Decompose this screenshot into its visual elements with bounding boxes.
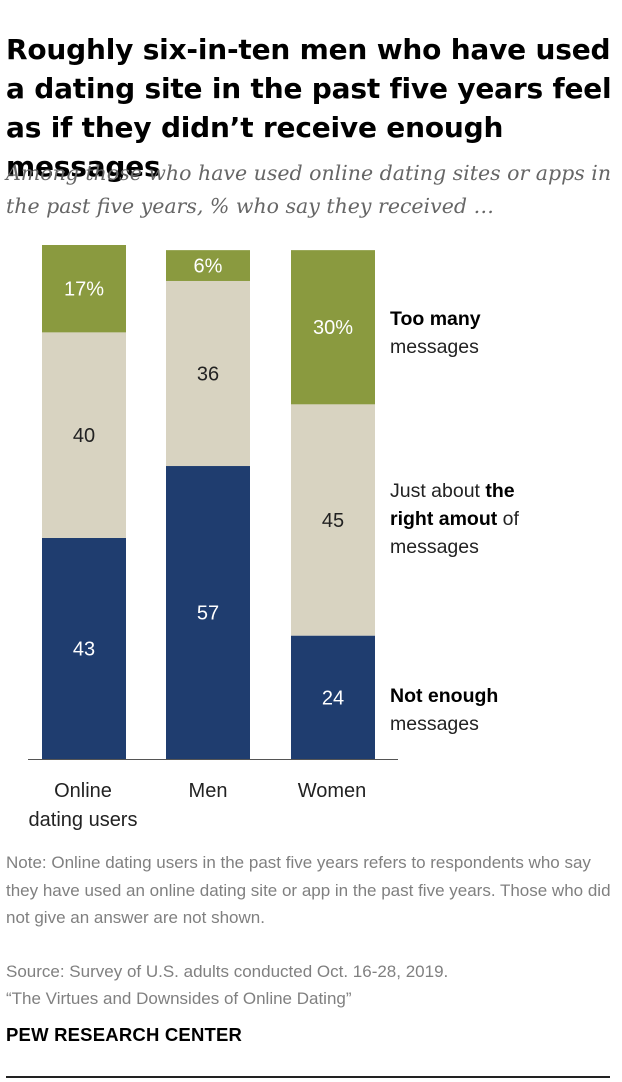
bar-value-label: 30% [313, 317, 353, 339]
legend-too-many: Too many messages [390, 305, 615, 361]
bottom-rule [6, 1076, 610, 1078]
bar-segment [42, 245, 126, 333]
legend-right-bold2: right amout [390, 508, 498, 530]
bar-segment [42, 332, 126, 538]
category-label-line: Men [188, 780, 228, 802]
legend-too-many-bold: Too many [390, 308, 481, 330]
chart-title: Roughly six-in-ten men who have used a d… [6, 33, 612, 183]
bar-value-label: 17% [64, 279, 104, 301]
category-label-women: Women [257, 777, 407, 806]
category-label-line: dating users [28, 809, 138, 831]
legend-right-bold1: the [485, 480, 515, 502]
legend-too-many-rest: messages [390, 336, 479, 358]
brand-name: PEW RESEARCH CENTER [6, 1024, 243, 1045]
chart-source: Source: Survey of U.S. adults conducted … [6, 958, 616, 1012]
bar-segment [166, 280, 250, 467]
category-label-men: Men [133, 777, 283, 806]
legend-right-last: messages [390, 536, 479, 558]
bar-value-label: 24 [322, 687, 344, 709]
category-label-line: Women [297, 780, 367, 802]
legend-right-post: of [497, 508, 519, 530]
bar-value-label: 36 [197, 364, 219, 386]
bar-segment [42, 537, 126, 759]
legend-right-amount: Just about the right amout of messages [390, 477, 615, 561]
legend-right-pre: Just about [390, 480, 486, 502]
bar-value-label: 6% [194, 256, 223, 278]
legend-not-enough-rest: messages [390, 713, 479, 735]
bar-value-label: 43 [73, 638, 95, 660]
bar-value-label: 57 [197, 603, 219, 625]
bar-value-label: 40 [73, 425, 95, 447]
bar-segment [291, 250, 375, 405]
bar-segment [291, 635, 375, 759]
legend-not-enough: Not enough messages [390, 682, 615, 738]
chart-subtitle: Among those who have used online dating … [6, 161, 612, 218]
legend-not-enough-bold: Not enough [390, 685, 499, 707]
source-report-title: “The Virtues and Downsides of Online Dat… [6, 989, 352, 1008]
bar-segment [166, 250, 250, 281]
chart-note: Note: Online dating users in the past fi… [6, 853, 611, 927]
category-label-line: Online [54, 780, 112, 802]
stacked-bar-chart: 43 40 17% 57 36 6% 24 45 30% [28, 245, 398, 760]
source-line: Source: Survey of U.S. adults conducted … [6, 962, 449, 981]
bar-segment [291, 404, 375, 636]
category-label-online-dating-users: Online dating users [8, 777, 158, 835]
bar-segment [166, 466, 250, 759]
bar-value-label: 45 [322, 510, 344, 532]
